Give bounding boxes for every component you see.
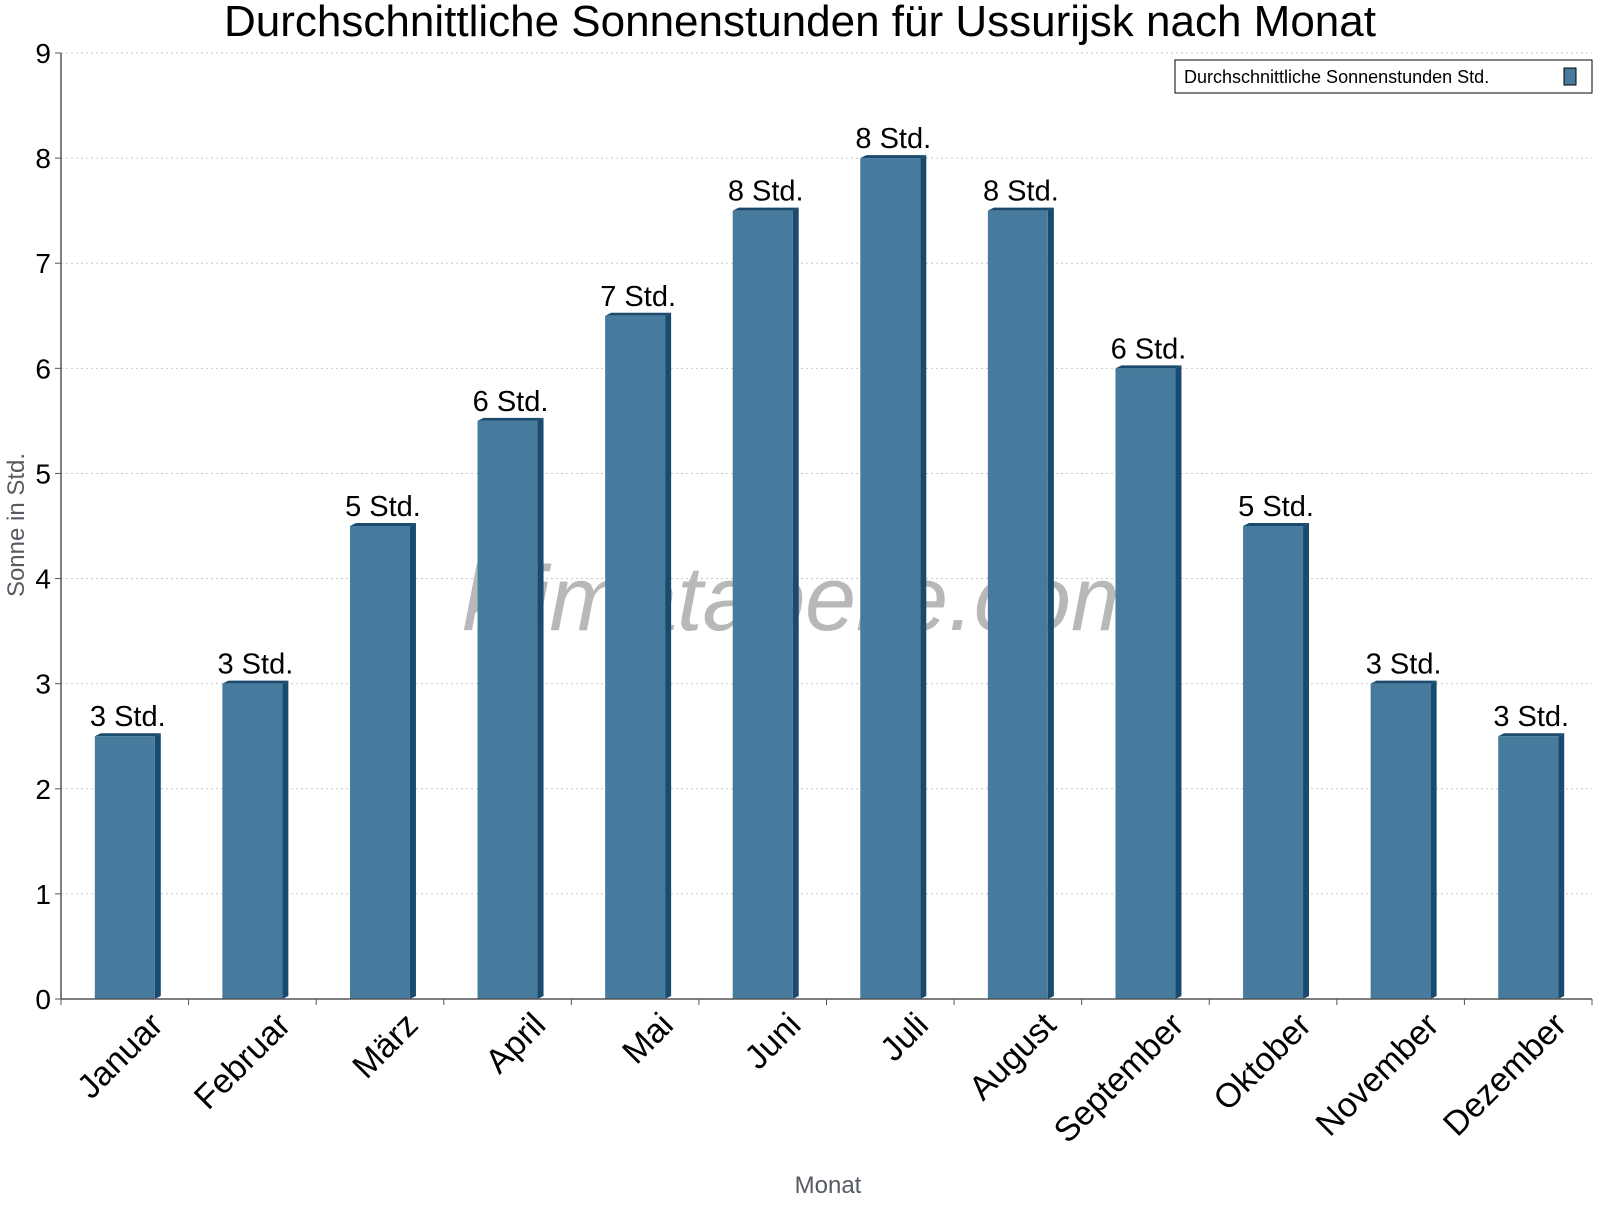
bar-top [605,312,672,316]
x-tick-label: April [478,1006,553,1081]
value-label: 5 Std. [345,491,421,523]
bar-side [920,155,927,1000]
bar-mai [605,312,672,999]
chart-title: Durchschnittliche Sonnenstunden für Ussu… [224,0,1376,46]
legend: Durchschnittliche Sonnenstunden Std. [1174,59,1593,94]
y-tick-label: 9 [35,38,51,69]
bar-side [1558,733,1565,999]
bar-dezember [1498,733,1565,999]
bar-side [792,207,799,999]
bar-top [860,155,927,159]
bar-top [222,680,289,684]
bar-front [94,736,155,999]
x-tick-label: Juni [737,1006,808,1077]
value-label: 3 Std. [217,649,293,681]
value-label: 6 Std. [473,386,549,418]
bar-front [349,526,410,999]
value-label: 7 Std. [600,281,676,313]
y-tick-label: 2 [35,774,51,805]
x-tick-label: Februar [187,1006,298,1117]
value-labels: 3 Std. 3 Std. 5 Std. 6 Std. 7 Std. 8 Std. 8 St… [90,123,1569,733]
bar-front [987,210,1048,999]
y-tick-label: 7 [35,248,51,279]
bar-top [732,207,799,211]
bar-front [605,315,666,999]
bar-top [987,207,1054,211]
value-label: 5 Std. [1238,491,1314,523]
bar-top [1115,365,1182,369]
bar-top [94,733,161,737]
x-tick-label: November [1309,1006,1447,1144]
bar-juli [860,155,927,1000]
bar-juni [732,207,799,999]
bar-november [1370,680,1437,999]
bar-januar [94,733,161,999]
bar-februar [222,680,289,999]
bar-side [665,312,672,999]
y-tick-label: 3 [35,669,51,700]
bar-front [477,420,538,999]
bar-side [282,680,289,999]
y-tick-label: 4 [35,564,51,595]
x-tick-label: März [345,1006,425,1086]
x-tick-label: Mai [615,1006,681,1072]
bar-front [1498,736,1559,999]
x-axis-title: Monat [795,1172,862,1199]
value-label: 8 Std. [728,176,804,208]
bar-top [1243,523,1310,526]
bar-oktober [1243,523,1310,999]
bar-top [477,417,544,421]
legend-box [1174,59,1593,94]
grid-lines [61,52,1592,895]
y-axis-title: Sonne in Std. [3,453,30,597]
bar-top [1498,733,1565,737]
value-label: 8 Std. [855,123,931,155]
bar-side [1303,523,1310,999]
bar-april [477,417,544,999]
legend-swatch [1563,67,1577,86]
x-tick-label: Juli [873,1006,936,1069]
x-tick-label: Januar [70,1006,170,1106]
value-label: 3 Std. [90,701,166,733]
bar-side [1047,207,1054,999]
bar-top [1370,680,1437,684]
y-tick-label: 0 [35,984,51,1015]
x-tick-label: August [962,1005,1064,1107]
bar-side [409,523,416,999]
bar-september [1115,365,1182,999]
bars [94,155,1565,1000]
y-tick-label: 5 [35,458,51,489]
bar-side [1430,680,1437,999]
axes [55,52,1593,1005]
bar-front [732,210,793,999]
value-label: 8 Std. [983,176,1059,208]
x-tick-label: Dezember [1436,1006,1574,1144]
bar-front [1243,526,1304,999]
value-label: 3 Std. [1493,701,1569,733]
y-tick-label: 6 [35,353,51,384]
bar-front [860,158,921,1000]
bar-side [537,417,544,999]
legend-label: Durchschnittliche Sonnenstunden Std. [1184,67,1489,87]
bar-front [1370,683,1431,999]
value-label: 3 Std. [1366,649,1442,681]
bar-top [349,523,416,526]
y-tick-label: 1 [35,879,51,910]
value-label: 6 Std. [1111,333,1187,365]
x-tick-label: Oktober [1206,1006,1318,1118]
bar-front [1115,368,1176,999]
x-tick-label: September [1047,1006,1191,1150]
bar-august [987,207,1054,999]
y-tick-label: 8 [35,143,51,174]
bar-side [154,733,161,999]
bar-side [1175,365,1182,999]
bar-front [222,683,283,999]
bar-märz [349,523,416,999]
